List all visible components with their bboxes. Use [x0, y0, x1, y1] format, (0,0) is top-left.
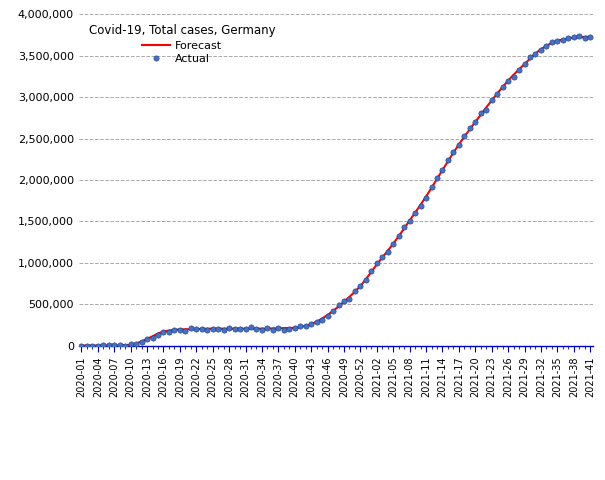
Actual: [390, 241, 397, 247]
Line: Actual: Actual: [79, 34, 593, 348]
Actual: [296, 324, 304, 329]
Line: Forecast: Forecast: [82, 37, 590, 346]
Actual: [586, 34, 594, 40]
Forecast: [165, 328, 172, 334]
Actual: [171, 327, 178, 333]
Actual: [575, 33, 583, 39]
Actual: [466, 125, 474, 131]
Actual: [78, 343, 85, 348]
Legend: Forecast, Actual: Forecast, Actual: [84, 20, 280, 69]
Forecast: [291, 325, 298, 331]
Forecast: [78, 343, 85, 348]
Actual: [122, 343, 129, 348]
Forecast: [384, 248, 391, 253]
Actual: [280, 327, 287, 333]
Forecast: [209, 326, 217, 332]
Forecast: [586, 34, 594, 40]
Actual: [215, 325, 222, 331]
Forecast: [275, 325, 282, 331]
Forecast: [461, 134, 468, 140]
